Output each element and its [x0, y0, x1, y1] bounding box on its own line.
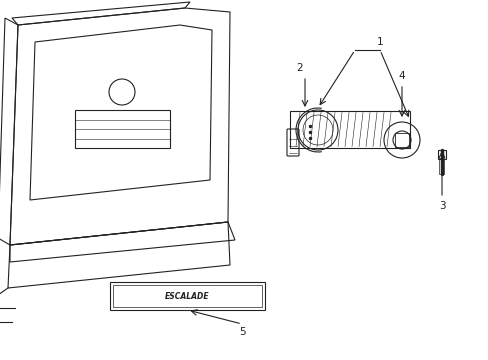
Bar: [394, 133, 408, 147]
Text: ESCALADE: ESCALADE: [165, 292, 209, 301]
Text: 5: 5: [238, 327, 245, 337]
Bar: [437, 150, 445, 159]
Bar: [289, 111, 409, 148]
Text: 3: 3: [438, 201, 445, 211]
Bar: [439, 158, 444, 174]
Bar: [113, 285, 262, 307]
Bar: [75, 110, 170, 148]
Text: 4: 4: [398, 71, 405, 81]
Text: 2: 2: [296, 63, 303, 73]
Text: 1: 1: [376, 37, 383, 47]
Bar: [110, 282, 264, 310]
